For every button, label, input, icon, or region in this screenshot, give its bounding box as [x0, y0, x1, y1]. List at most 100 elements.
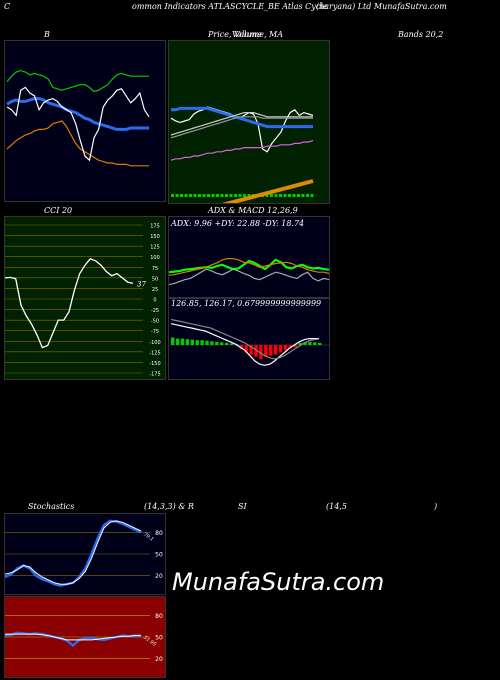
stoch-tick-label: 80 [155, 530, 163, 537]
bollinger-middle-line [6, 97, 149, 131]
volume-bar [288, 194, 291, 197]
cci-tick-label: 0 [153, 298, 156, 304]
cci-tick-label: -75 [151, 329, 159, 335]
volume-bar [283, 194, 287, 197]
macd-histogram-bar [220, 342, 224, 345]
volume-bar [238, 194, 242, 197]
volume-bar [279, 194, 282, 197]
stoch-tick-label: 20 [155, 573, 163, 580]
price-chart [170, 106, 314, 203]
macd-histogram-bar [224, 342, 229, 345]
volume-bar [189, 194, 192, 197]
macd-histogram-bar [313, 342, 317, 345]
macd-histogram-bar [239, 345, 243, 350]
stoch-last-label: 79.1 [142, 532, 155, 543]
macd-macd-line [170, 323, 319, 366]
macd-histogram-bar [195, 340, 199, 345]
macd-chart [169, 318, 329, 366]
volume-bar [270, 194, 273, 197]
rsi-panel: 80 50 20 51.95 [4, 596, 166, 678]
cci-tick-label: -150 [149, 361, 160, 367]
cci-tick-label: 125 [150, 245, 160, 251]
price-ma-long-line [170, 140, 314, 161]
volume-bar [297, 194, 300, 197]
cci-tick-label: -125 [149, 350, 160, 356]
trend-band [221, 179, 314, 203]
volume-bar [243, 194, 246, 197]
macd-histogram-bar [215, 341, 219, 345]
volume-bar [216, 194, 219, 197]
macd-histogram-bar [244, 345, 248, 353]
adx-values: ADX: 9.96 +DY: 22.88 -DY: 18.74 [171, 219, 305, 228]
volume-bar [306, 194, 309, 197]
cci-tick-label: 150 [150, 234, 160, 240]
volume-bar [175, 194, 179, 197]
cci-title: CCI 20 [44, 206, 73, 215]
macd-histogram-bar [303, 342, 307, 345]
bollinger-lower-line [6, 120, 149, 167]
adx-minus-DI-line [169, 257, 329, 276]
volume-bar [301, 194, 305, 197]
volume-bar [220, 194, 224, 197]
adx-plusminus-DI-line [169, 258, 329, 274]
macd-histogram-bar [180, 338, 185, 345]
volume-bar [202, 194, 206, 197]
stoch-params: (14,3,3) & R [144, 502, 194, 511]
rsi-rsi-mid-line [5, 633, 141, 641]
macd-histogram-bar [200, 340, 204, 345]
cci-chart: 175 150 125 100 75 50 25 0 -25 -50 -75 -100 -125 -150… [5, 224, 161, 378]
watermark: MunafaSutra.com [172, 568, 385, 596]
cci-tick-label: 75 [152, 266, 158, 272]
macd-histogram-bar [308, 341, 312, 345]
stoch-tick-label: 50 [155, 552, 163, 559]
macd-histogram-bar [298, 342, 302, 345]
volume-bar [234, 194, 237, 197]
price-ma-slow-2-line [170, 116, 313, 139]
volume-overlay-title: Volume [232, 30, 262, 39]
bollinger-chart [6, 69, 150, 167]
rsi-tick-label: 20 [155, 656, 163, 663]
price-ma-fast-line [171, 106, 313, 129]
macd-histogram-bar [254, 345, 258, 357]
cci-tick-label: 50 [152, 276, 158, 282]
header-left: C [4, 2, 11, 11]
rsi-tick-label: 50 [155, 635, 163, 642]
price-title: Price, Volume, MA [208, 30, 284, 39]
bollinger-params: Bands 20,2 [398, 30, 444, 39]
volume-bar [207, 194, 210, 197]
macd-histogram-bar [273, 345, 278, 355]
cci-tick-label: 100 [150, 255, 160, 261]
macd-histogram-bar [278, 345, 283, 353]
stoch-panel: 80 50 20 79.1 [4, 513, 166, 595]
rsi-tick-label: 80 [155, 613, 163, 620]
stoch-chart: 80 50 20 79.1 [5, 519, 163, 587]
volume-bar [193, 194, 197, 197]
volume-bar [229, 194, 233, 197]
cci-last-label: 37 [137, 280, 146, 288]
macd-histogram-bar [283, 345, 288, 351]
header-title: ommon Indicators ATLASCYCLE_BE Atlas Cyc… [132, 2, 328, 11]
macd-histogram-bar [229, 343, 234, 345]
volume-bar [292, 194, 296, 197]
cci-tick-label: -100 [149, 340, 160, 346]
macd-histogram-bar [288, 345, 292, 349]
macd-histogram-bar [249, 345, 253, 355]
cci-tick-label: 175 [150, 224, 160, 230]
volume-bar [310, 194, 314, 197]
price-ma-slow-1-line [170, 111, 313, 136]
cci-tick-label: -25 [151, 308, 159, 314]
rsi-params: (14,5 [326, 502, 347, 511]
macd-histogram-bar [318, 342, 322, 345]
volume-bar [171, 194, 174, 197]
volume-bar [180, 194, 183, 197]
header-source: (haryana) Ltd MunafaSutra.com [316, 2, 447, 11]
macd-signal-line [170, 318, 320, 360]
stoch-pct-D-line [5, 520, 142, 585]
stoch-pct-K-line [5, 519, 142, 587]
macd-histogram-bar [293, 345, 297, 348]
macd-histogram-bar [205, 340, 209, 345]
bollinger-price-line [6, 86, 150, 162]
macd-panel: 126.85, 126.17, 0.679999999999999 [168, 298, 330, 380]
macd-histogram-bar [171, 337, 175, 345]
